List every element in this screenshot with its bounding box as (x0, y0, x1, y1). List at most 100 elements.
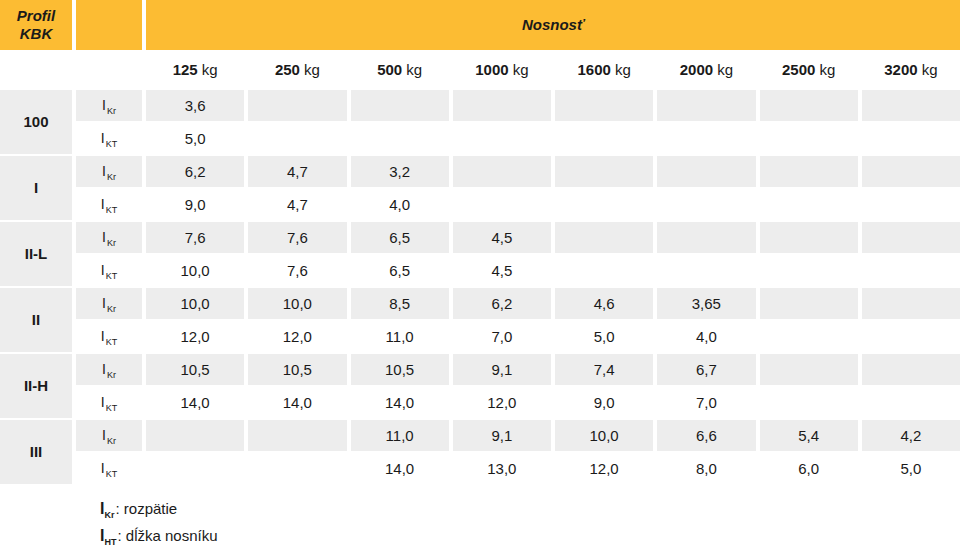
capacity-cell: 14,0 (146, 387, 244, 418)
capacity-cell (351, 123, 449, 154)
capacity-cell: 12,0 (146, 321, 244, 352)
header-value: 1000 (475, 61, 508, 79)
capacity-cell (453, 123, 551, 154)
profile-cell-II-H: II-H (0, 354, 72, 418)
capacity-cell: 10,5 (351, 354, 449, 385)
capacity-cell (862, 222, 960, 253)
capacity-cell (146, 420, 244, 451)
capacity-cell (248, 123, 346, 154)
spacer-cell (76, 52, 142, 88)
legend: IKr: rozpätie IHT: dĺžka nosníku (0, 484, 960, 548)
column-header-1600kg: 1600kg (555, 52, 653, 88)
capacity-cell: 9,0 (146, 189, 244, 220)
capacity-cell (760, 387, 858, 418)
capacity-cell: 7,6 (248, 222, 346, 253)
row-label-kt: IKT (76, 321, 142, 352)
capacity-cell (862, 255, 960, 286)
header-value: 2000 (680, 61, 713, 79)
capacity-cell: 6,6 (657, 420, 755, 451)
capacity-cell (760, 354, 858, 385)
row-label-kr: IKr (76, 288, 142, 319)
capacity-cell: 14,0 (248, 387, 346, 418)
capacity-cell: 14,0 (351, 387, 449, 418)
capacity-cell (760, 90, 858, 121)
capacity-cell: 12,0 (555, 453, 653, 484)
ikr-symbol: IKr (102, 427, 116, 444)
capacity-cell: 8,0 (657, 453, 755, 484)
capacity-cell: 10,0 (248, 288, 346, 319)
capacity-cell: 7,4 (555, 354, 653, 385)
column-header-250kg: 250kg (248, 52, 346, 88)
capacity-cell (862, 288, 960, 319)
capacity-cell: 4,5 (453, 222, 551, 253)
capacity-cell: 6,7 (657, 354, 755, 385)
capacity-cell (862, 354, 960, 385)
ikr-symbol: IKr (102, 295, 116, 312)
row-label-kr: IKr (76, 90, 142, 121)
header-value: 1600 (578, 61, 611, 79)
capacity-cell: 14,0 (351, 453, 449, 484)
ikr-symbol: IKr (102, 229, 116, 246)
row-label-kt: IKT (76, 123, 142, 154)
row-label-kr: IKr (76, 354, 142, 385)
capacity-cell (453, 189, 551, 220)
capacity-cell: 8,5 (351, 288, 449, 319)
capacity-cell: 6,0 (760, 453, 858, 484)
capacity-cell (760, 222, 858, 253)
capacity-cell: 7,6 (248, 255, 346, 286)
profile-cell-II: II (0, 288, 72, 352)
capacity-cell (555, 222, 653, 253)
capacity-cell (862, 90, 960, 121)
capacity-cell (351, 90, 449, 121)
capacity-cell (248, 453, 346, 484)
capacity-cell: 4,0 (351, 189, 449, 220)
header-unit: kg (717, 61, 733, 79)
orange-spacer-cell (76, 0, 142, 50)
capacity-cell: 4,5 (453, 255, 551, 286)
legend-text: : dĺžka nosníku (117, 527, 217, 544)
row-label-kr: IKr (76, 222, 142, 253)
capacity-cell: 9,1 (453, 354, 551, 385)
row-label-kt: IKT (76, 189, 142, 220)
capacity-cell: 9,1 (453, 420, 551, 451)
capacity-cell (453, 156, 551, 187)
capacity-cell: 5,4 (760, 420, 858, 451)
row-label-kt: IKT (76, 453, 142, 484)
capacity-cell: 6,2 (453, 288, 551, 319)
capacity-cell: 6,2 (146, 156, 244, 187)
corner-line2: KBK (20, 25, 53, 43)
profile-cell-II-L: II-L (0, 222, 72, 286)
row-label-kt: IKT (76, 387, 142, 418)
capacity-cell (657, 189, 755, 220)
ikt-symbol: IKT (101, 328, 117, 345)
capacity-cell: 10,5 (248, 354, 346, 385)
capacity-cell: 11,0 (351, 321, 449, 352)
column-header-125kg: 125kg (146, 52, 244, 88)
header-value: 250 (275, 61, 300, 79)
capacity-cell (862, 321, 960, 352)
header-unit: kg (406, 61, 422, 79)
capacity-cell (760, 156, 858, 187)
capacity-cell: 4,6 (555, 288, 653, 319)
capacity-cell: 5,0 (555, 321, 653, 352)
legend-line-ht: IHT: dĺžka nosníku (100, 525, 960, 547)
capacity-cell: 5,0 (862, 453, 960, 484)
capacity-cell: 10,0 (555, 420, 653, 451)
capacity-cell (657, 255, 755, 286)
capacity-cell (555, 255, 653, 286)
capacity-cell (555, 156, 653, 187)
capacity-cell (862, 156, 960, 187)
ikr-symbol: IKr (102, 163, 116, 180)
profile-cell-100: 100 (0, 90, 72, 154)
capacity-cell: 4,7 (248, 189, 346, 220)
corner-line1: Profil (17, 7, 55, 25)
capacity-cell: 7,0 (453, 321, 551, 352)
capacity-cell: 12,0 (453, 387, 551, 418)
nosnost-span-header: Nosnosť (146, 0, 960, 50)
capacity-cell: 13,0 (453, 453, 551, 484)
capacity-cell (760, 255, 858, 286)
column-header-2500kg: 2500kg (760, 52, 858, 88)
capacity-cell: 4,2 (862, 420, 960, 451)
capacity-cell (862, 387, 960, 418)
column-header-1000kg: 1000kg (453, 52, 551, 88)
